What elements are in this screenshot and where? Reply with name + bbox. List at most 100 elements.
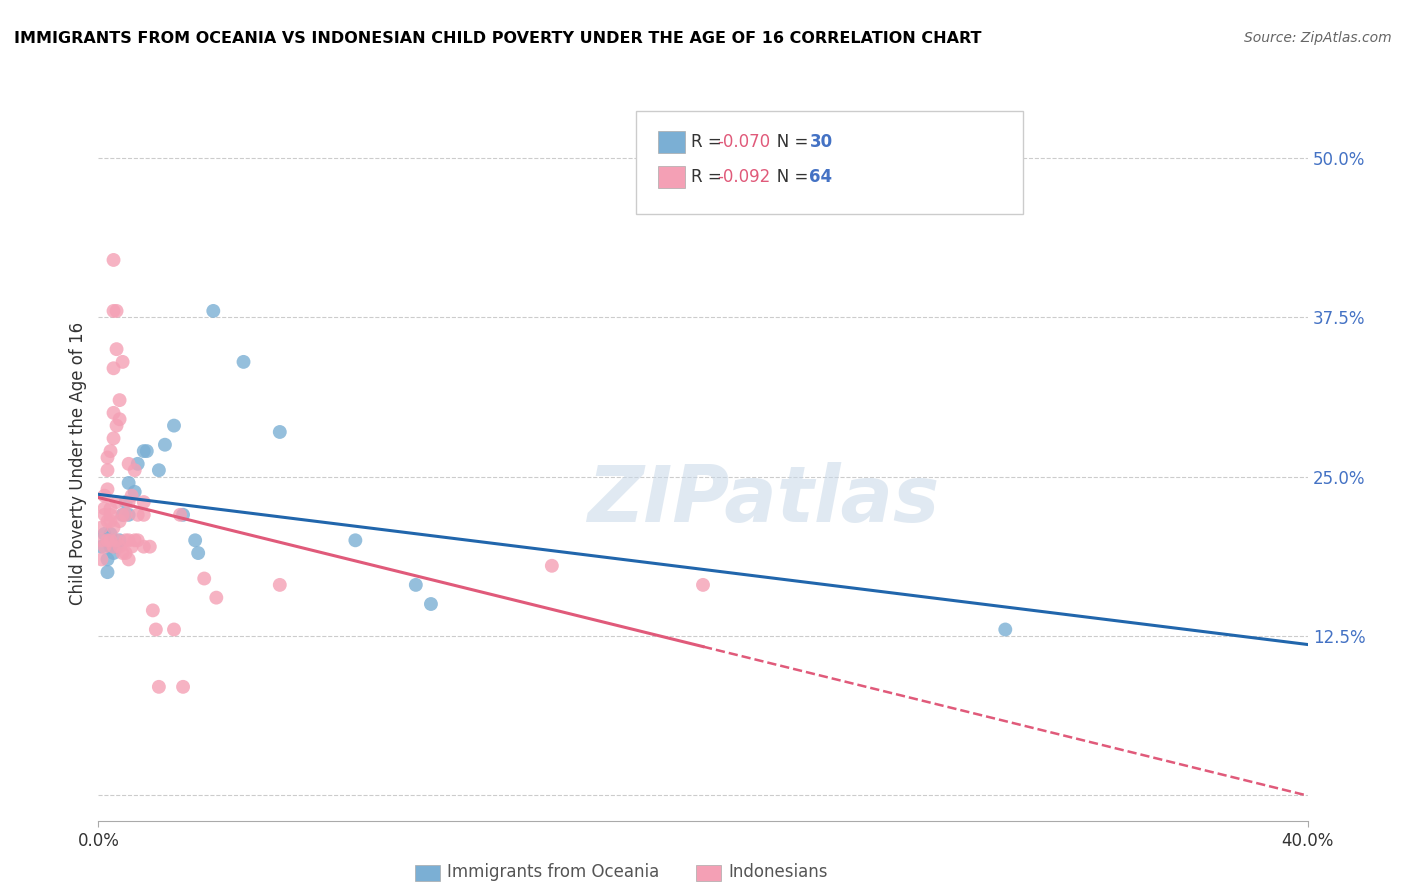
Point (108, 393, 131, 408)
Point (127, 457, 149, 471)
Text: 30: 30 (810, 133, 832, 151)
Point (105, 495, 128, 509)
Point (169, 508, 191, 522)
Point (163, 623, 186, 637)
Point (145, 623, 167, 637)
Point (100, 527, 122, 541)
Point (124, 484, 146, 499)
Point (114, 533, 136, 548)
Text: Immigrants from Oceania: Immigrants from Oceania (447, 863, 659, 881)
Point (127, 508, 149, 522)
Point (139, 540, 162, 554)
Point (96, 463, 118, 477)
Point (105, 304, 128, 318)
Point (172, 508, 194, 522)
Point (142, 603, 165, 617)
Point (127, 533, 149, 548)
Point (114, 508, 136, 522)
Point (103, 406, 125, 420)
Point (93, 527, 115, 541)
Point (114, 495, 136, 509)
Text: N =: N = (761, 168, 814, 186)
Point (135, 444, 157, 458)
Point (187, 546, 209, 560)
Point (108, 412, 131, 426)
Text: 64: 64 (810, 168, 832, 186)
Point (132, 540, 155, 554)
Point (118, 508, 141, 522)
Point (90, 533, 112, 548)
Point (100, 501, 122, 516)
Point (105, 540, 128, 554)
Point (540, 558, 562, 573)
Point (90, 540, 112, 554)
FancyBboxPatch shape (658, 130, 685, 153)
Point (93, 540, 115, 554)
Point (108, 533, 131, 548)
Point (103, 540, 125, 554)
Point (121, 540, 143, 554)
Point (100, 444, 122, 458)
Point (105, 418, 128, 433)
Point (118, 495, 141, 509)
Point (269, 425, 291, 439)
Point (100, 508, 122, 522)
Point (118, 552, 141, 566)
Point (132, 495, 155, 509)
Point (103, 252, 125, 267)
Point (114, 546, 136, 560)
Point (111, 508, 134, 522)
Point (96, 565, 118, 579)
Text: N =: N = (761, 133, 814, 151)
Point (111, 546, 134, 560)
Y-axis label: Child Poverty Under the Age of 16: Child Poverty Under the Age of 16 (69, 322, 87, 606)
Point (994, 623, 1017, 637)
Text: Indonesians: Indonesians (728, 863, 828, 881)
Point (103, 546, 125, 560)
Point (148, 680, 170, 694)
Point (96, 450, 118, 465)
Text: ZIPatlas: ZIPatlas (588, 461, 939, 538)
Point (108, 514, 131, 528)
Point (96, 483, 118, 497)
Point (132, 444, 155, 458)
Point (93, 508, 115, 522)
Point (193, 572, 215, 586)
Point (103, 304, 125, 318)
Point (269, 578, 291, 592)
Text: -0.092: -0.092 (717, 168, 770, 186)
Point (205, 591, 228, 605)
Point (202, 304, 225, 318)
Text: IMMIGRANTS FROM OCEANIA VS INDONESIAN CHILD POVERTY UNDER THE AGE OF 16 CORRELAT: IMMIGRANTS FROM OCEANIA VS INDONESIAN CH… (14, 31, 981, 46)
Point (184, 533, 207, 548)
Point (93, 489, 115, 503)
Point (103, 520, 125, 534)
Point (90, 552, 112, 566)
Text: -0.070: -0.070 (717, 133, 770, 151)
Point (163, 418, 186, 433)
Point (232, 355, 254, 369)
Point (96, 552, 118, 566)
Point (118, 533, 141, 548)
Point (118, 457, 141, 471)
FancyBboxPatch shape (658, 166, 685, 188)
Point (103, 361, 125, 376)
Point (148, 463, 170, 477)
Point (108, 540, 131, 554)
Point (90, 520, 112, 534)
FancyBboxPatch shape (637, 111, 1024, 214)
Point (96, 533, 118, 548)
Point (118, 475, 141, 490)
Point (111, 508, 134, 522)
Point (405, 578, 427, 592)
Point (153, 438, 176, 452)
Point (420, 597, 443, 611)
Text: R =: R = (690, 168, 727, 186)
Text: R =: R = (690, 133, 727, 151)
Point (105, 342, 128, 356)
Point (124, 463, 146, 477)
Point (100, 540, 122, 554)
Point (344, 533, 367, 548)
Point (100, 514, 122, 528)
Point (132, 508, 155, 522)
